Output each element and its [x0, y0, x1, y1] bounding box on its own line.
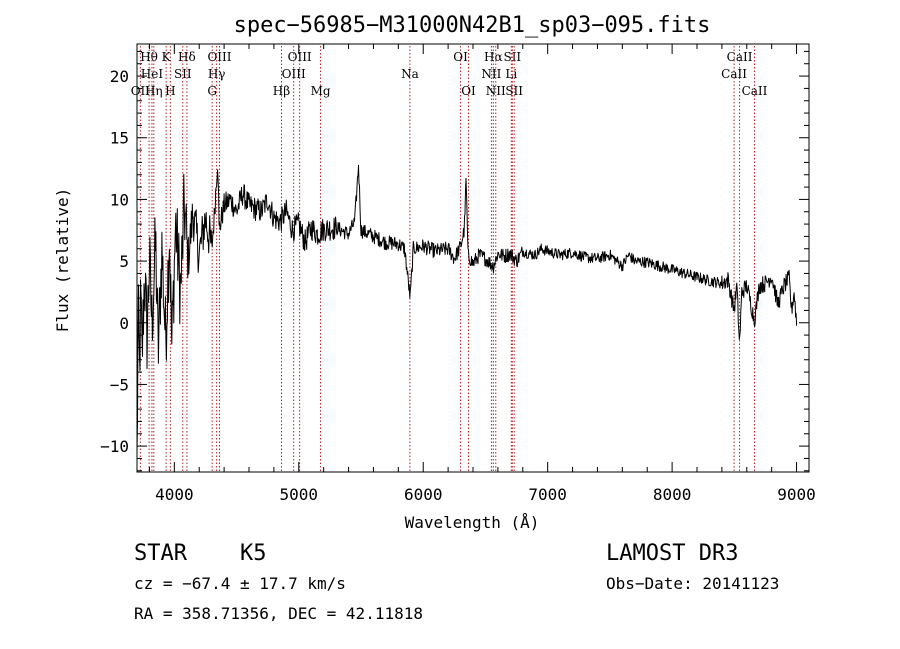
line-label: CaII	[721, 67, 747, 81]
x-tick-label: 7000	[528, 485, 567, 504]
flux-line	[136, 164, 798, 452]
line-label: OII	[131, 84, 151, 98]
axis-ticks: 4000 5000 6000 7000 8000 9000 −10 −5 0 5 10 15 20	[100, 44, 816, 504]
y-tick-label: −10	[100, 437, 129, 456]
object-subclass: K5	[240, 541, 267, 566]
coordinates-ra-dec: RA = 358.71356, DEC = 42.11818	[134, 604, 423, 623]
line-label: NII	[486, 84, 506, 98]
x-tick-label: 5000	[280, 485, 319, 504]
y-tick-label: 15	[110, 129, 129, 148]
x-tick-label: 6000	[404, 485, 443, 504]
line-label: OIII	[282, 67, 306, 81]
line-label: OIII	[207, 50, 231, 64]
line-label: Hγ	[208, 67, 226, 81]
line-label: SII	[503, 50, 521, 64]
survey-name: LAMOST DR3	[606, 541, 738, 566]
line-label: Hθ	[140, 50, 158, 64]
line-label: SII	[505, 84, 523, 98]
line-label: Li	[505, 67, 517, 81]
y-tick-label: 20	[110, 67, 129, 86]
line-label: SII	[174, 67, 192, 81]
line-label: HeI	[141, 67, 164, 81]
chart-title: spec−56985−M31000N42B1_sp03−095.fits	[234, 13, 711, 38]
y-tick-label: −5	[110, 375, 129, 394]
line-label: CaII	[727, 50, 753, 64]
line-label: Hδ	[178, 50, 196, 64]
object-class: STAR	[134, 541, 188, 566]
line-label: CaII	[742, 84, 768, 98]
flux-series	[136, 164, 798, 452]
y-axis-label: Flux (relative)	[53, 188, 72, 333]
x-tick-label: 8000	[653, 485, 692, 504]
x-axis-label: Wavelength (Å)	[405, 513, 540, 532]
y-tick-label: 10	[110, 190, 129, 209]
line-label: NII	[481, 67, 501, 81]
x-tick-label: 9000	[777, 485, 816, 504]
line-label: H	[165, 84, 175, 98]
line-label: Mg	[311, 84, 331, 98]
y-tick-label: 0	[119, 314, 129, 333]
line-label: Hα	[484, 50, 503, 64]
line-label: OI	[461, 84, 476, 98]
x-tick-label: 4000	[155, 485, 194, 504]
plot-frame	[136, 43, 810, 473]
line-label: Na	[401, 67, 419, 81]
observation-date: Obs−Date: 20141123	[606, 574, 779, 593]
line-label: OIII	[288, 50, 312, 64]
line-label: OI	[453, 50, 468, 64]
line-label: G	[207, 84, 217, 98]
y-tick-label: 5	[119, 252, 129, 271]
line-label: Hβ	[273, 84, 290, 98]
line-label: Hη	[145, 84, 163, 98]
redshift-cz: cz = −67.4 ± 17.7 km/s	[134, 574, 346, 593]
line-label: K	[162, 50, 172, 64]
